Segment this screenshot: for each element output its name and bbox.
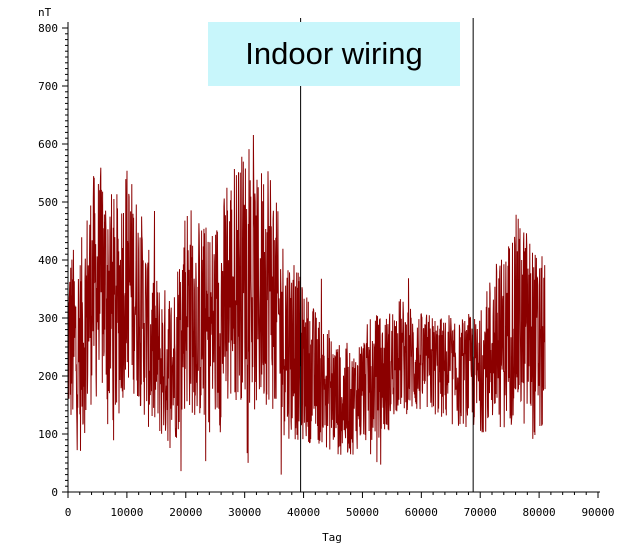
annotation-indoor-wiring: Indoor wiring [208,22,460,86]
series-group [67,134,546,475]
series-line [67,134,546,475]
y-tick-label: 400 [38,254,58,267]
x-tick-label: 70000 [464,506,497,519]
y-tick-label: 300 [38,312,58,325]
vertical-markers [300,18,474,492]
x-tick-label: 40000 [287,506,320,519]
y-tick-label: 0 [51,486,58,499]
y-tick-label: 100 [38,428,58,441]
x-tick-label: 0 [65,506,72,519]
y-tick-label: 700 [38,80,58,93]
x-tick-label: 20000 [169,506,202,519]
x-tick-label: 30000 [228,506,261,519]
x-tick-label: 50000 [346,506,379,519]
y-axis-title: nT [38,6,52,19]
y-tick-label: 800 [38,22,58,35]
y-tick-label: 600 [38,138,58,151]
x-tick-label: 80000 [523,506,556,519]
y-tick-label: 200 [38,370,58,383]
axes [67,22,600,493]
x-tick-label: 90000 [581,506,614,519]
tick-group: 0 10000 20000 30000 40000 50000 60000 70000 8000… [38,22,614,519]
x-axis-title: Tag [322,531,342,544]
x-tick-label: 10000 [110,506,143,519]
x-tick-label: 60000 [405,506,438,519]
y-tick-label: 500 [38,196,58,209]
